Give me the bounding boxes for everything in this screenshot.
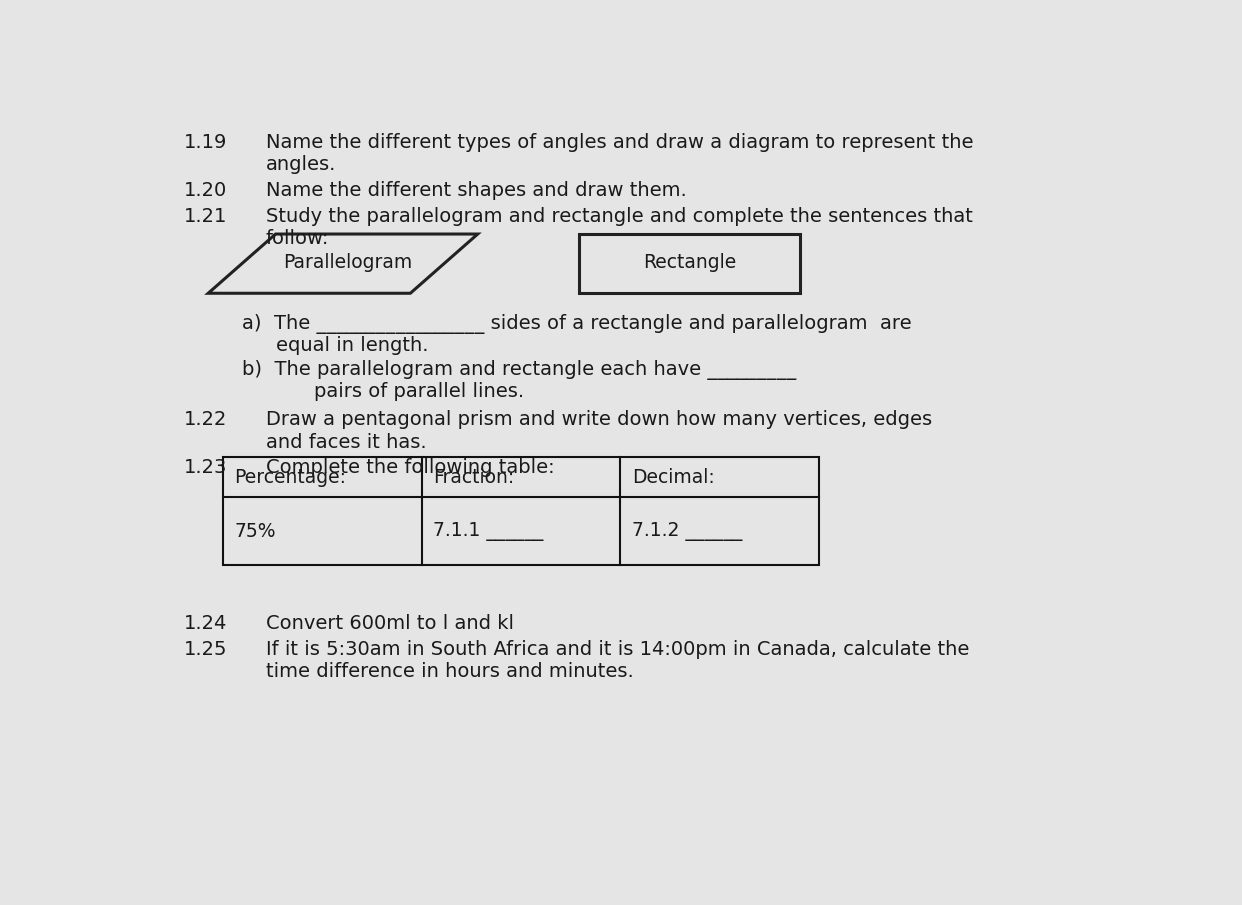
Text: 7.1.1 ______: 7.1.1 ______ <box>433 521 544 540</box>
Text: Complete the following table:: Complete the following table: <box>266 459 555 478</box>
Text: 1.20: 1.20 <box>184 181 227 200</box>
Text: Study the parallelogram and rectangle and complete the sentences that: Study the parallelogram and rectangle an… <box>266 207 972 226</box>
Text: equal in length.: equal in length. <box>276 337 428 356</box>
Text: follow:: follow: <box>266 229 329 248</box>
Text: Convert 600ml to l and kl: Convert 600ml to l and kl <box>266 614 514 633</box>
Text: 75%: 75% <box>235 521 276 540</box>
Text: Percentage:: Percentage: <box>235 468 347 487</box>
Text: a)  The _________________ sides of a rectangle and parallelogram  are: a) The _________________ sides of a rect… <box>242 314 912 334</box>
Text: 1.24: 1.24 <box>184 614 227 633</box>
Text: If it is 5:30am in South Africa and it is 14:00pm in Canada, calculate the: If it is 5:30am in South Africa and it i… <box>266 640 969 659</box>
Text: 7.1.2 ______: 7.1.2 ______ <box>632 521 743 540</box>
Text: Parallelogram: Parallelogram <box>283 252 412 272</box>
Text: b)  The parallelogram and rectangle each have _________: b) The parallelogram and rectangle each … <box>242 360 796 380</box>
Text: angles.: angles. <box>266 156 337 175</box>
Text: 1.22: 1.22 <box>184 410 227 429</box>
Text: Name the different types of angles and draw a diagram to represent the: Name the different types of angles and d… <box>266 133 974 152</box>
Text: time difference in hours and minutes.: time difference in hours and minutes. <box>266 662 633 681</box>
Bar <box>222 457 820 565</box>
Text: 1.25: 1.25 <box>184 640 227 659</box>
Text: Fraction:: Fraction: <box>433 468 514 487</box>
Text: Name the different shapes and draw them.: Name the different shapes and draw them. <box>266 181 687 200</box>
Text: Rectangle: Rectangle <box>643 252 737 272</box>
Text: Draw a pentagonal prism and write down how many vertices, edges: Draw a pentagonal prism and write down h… <box>266 410 932 429</box>
Text: 1.19: 1.19 <box>184 133 227 152</box>
Text: 1.23: 1.23 <box>184 459 227 478</box>
Text: and faces it has.: and faces it has. <box>266 433 426 452</box>
Text: 1.21: 1.21 <box>184 207 227 226</box>
Text: Decimal:: Decimal: <box>632 468 715 487</box>
Text: pairs of parallel lines.: pairs of parallel lines. <box>314 383 524 402</box>
Bar <box>579 234 800 293</box>
